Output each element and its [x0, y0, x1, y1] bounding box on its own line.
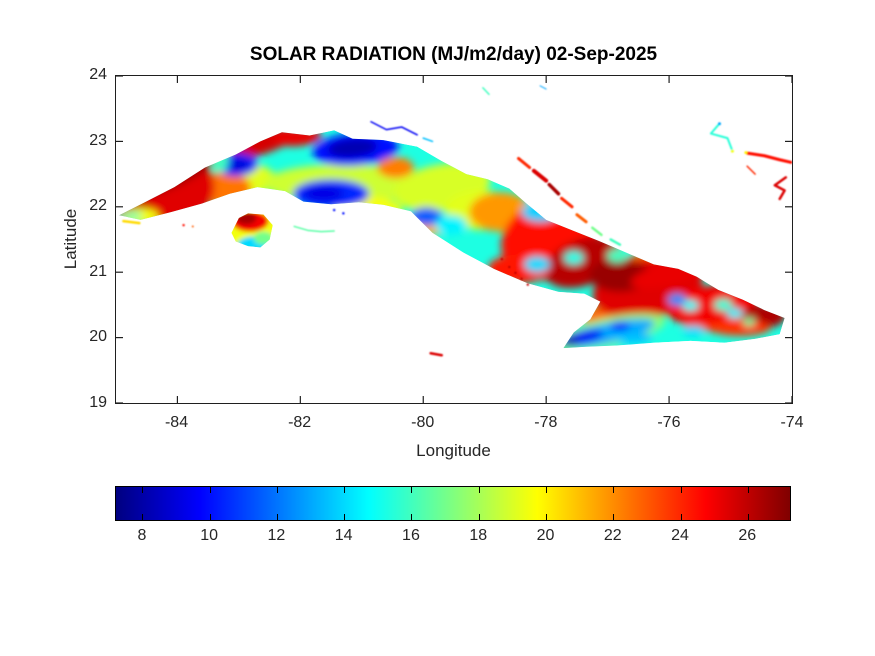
colorbar-tick — [747, 514, 749, 520]
colorbar-tick — [613, 487, 615, 493]
x-tick-label: -78 — [534, 414, 558, 431]
colorbar-tick-label: 20 — [536, 527, 555, 544]
plot-area — [115, 75, 793, 404]
y-tick-label: 23 — [89, 131, 107, 149]
y-tick-label: 20 — [89, 328, 107, 346]
colorbar-tick-label: 26 — [738, 527, 757, 544]
y-tick-label: 19 — [89, 394, 107, 411]
colorbar-tick-label: 16 — [402, 527, 420, 544]
colorbar-tick — [209, 487, 211, 493]
colorbar-tick — [276, 514, 278, 520]
x-tick-label: -84 — [164, 414, 189, 431]
x-tick-label: -76 — [657, 414, 681, 431]
colorbar-tick — [478, 514, 480, 520]
x-tick-label: -74 — [780, 414, 804, 431]
chart-title: SOLAR RADIATION (MJ/m2/day) 02-Sep-2025 — [249, 44, 658, 65]
colorbar-tick-label: 18 — [469, 527, 488, 544]
colorbar-tick-label: 24 — [671, 527, 689, 544]
colorbar — [115, 486, 791, 521]
x-tick-label: -82 — [288, 414, 312, 431]
colorbar-tick — [411, 514, 413, 520]
colorbar-tick — [276, 487, 278, 493]
colorbar-tick — [680, 487, 682, 493]
x-axis-label: Longitude — [416, 441, 491, 460]
colorbar-tick — [680, 514, 682, 520]
colorbar-tick — [545, 514, 547, 520]
colorbar-tick — [478, 487, 480, 493]
colorbar-tick — [613, 514, 615, 520]
colorbar-tick-label: 8 — [137, 527, 147, 544]
colorbar-tick-label: 14 — [334, 527, 353, 544]
y-tick-label: 24 — [89, 66, 107, 83]
colorbar-tick-label: 10 — [200, 527, 219, 544]
x-tick-label: -80 — [411, 414, 435, 431]
y-tick-label: 21 — [89, 262, 107, 280]
y-tick-label: 22 — [89, 197, 107, 215]
colorbar-tick — [344, 487, 346, 493]
colorbar-tick — [545, 487, 547, 493]
colorbar-tick-label: 22 — [603, 527, 622, 544]
colorbar-tick — [142, 514, 144, 520]
colorbar-tick-label: 12 — [267, 527, 286, 544]
colorbar-tick — [209, 514, 211, 520]
cuba-solar-radiation-heatmap — [116, 76, 792, 403]
colorbar-tick — [344, 514, 346, 520]
colorbar-tick — [411, 487, 413, 493]
colorbar-tick — [142, 487, 144, 493]
colorbar-tick — [747, 487, 749, 493]
